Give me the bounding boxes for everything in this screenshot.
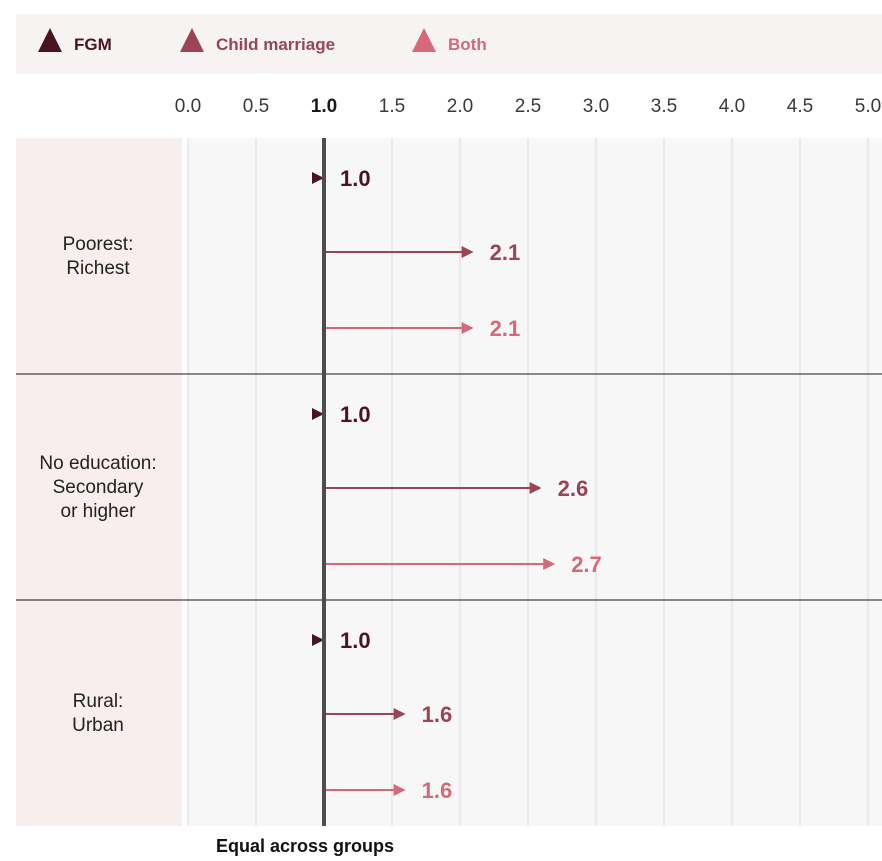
group-label-background [16,374,182,600]
data-label-fgm: 1.0 [340,166,371,191]
group-label-line: Richest [66,258,130,279]
bar-fgm-arrowhead [312,408,324,420]
x-tick-label: 4.5 [787,96,813,117]
data-label-child_marriage: 1.6 [422,702,453,727]
bar-fgm-arrowhead [312,172,324,184]
x-tick-label: 3.0 [583,96,609,117]
bar-child_marriage-arrowhead [529,482,542,494]
x-tick-label: 3.5 [651,96,677,117]
data-label-fgm: 1.0 [340,402,371,427]
legend-child_marriage-label: Child marriage [216,35,335,54]
plot-background [188,138,882,826]
data-label-both: 2.7 [571,552,602,577]
x-tick-label: 5.0 [855,96,881,117]
group-label-line: Poorest: [63,234,134,255]
legend-fgm-triangle-icon [38,28,62,52]
bar-both-arrowhead [393,784,406,796]
bar-child_marriage-arrowhead [393,708,406,720]
x-tick-label: 2.0 [447,96,473,117]
x-tick-label: 0.5 [243,96,269,117]
group-label-line: Urban [72,715,124,736]
group-label-line: Rural: [73,691,124,712]
data-label-fgm: 1.0 [340,628,371,653]
legend-both-triangle-icon [412,28,436,52]
reference-label: Equal across groups [216,836,394,856]
x-tick-label: 0.0 [175,96,201,117]
legend-band [16,14,882,74]
group-label-background [16,138,182,374]
data-label-child_marriage: 2.1 [490,240,521,265]
group-label-line: or higher [61,501,137,522]
x-tick-label: 2.5 [515,96,541,117]
legend-child_marriage-triangle-icon [180,28,204,52]
group-label-line: Secondary [53,477,144,498]
data-label-both: 1.6 [422,778,453,803]
x-tick-label: 1.5 [379,96,405,117]
legend-both-label: Both [448,35,487,54]
x-tick-label: 1.0 [311,96,337,117]
bar-both-arrowhead [461,322,474,334]
bar-fgm-arrowhead [312,634,324,646]
data-label-both: 2.1 [490,316,521,341]
data-label-child_marriage: 2.6 [558,476,589,501]
x-tick-label: 4.0 [719,96,745,117]
bar-both-arrowhead [543,558,556,570]
group-label-background [16,600,182,826]
legend-fgm-label: FGM [74,35,112,54]
bar-child_marriage-arrowhead [461,246,474,258]
group-label-line: No education: [39,453,156,474]
